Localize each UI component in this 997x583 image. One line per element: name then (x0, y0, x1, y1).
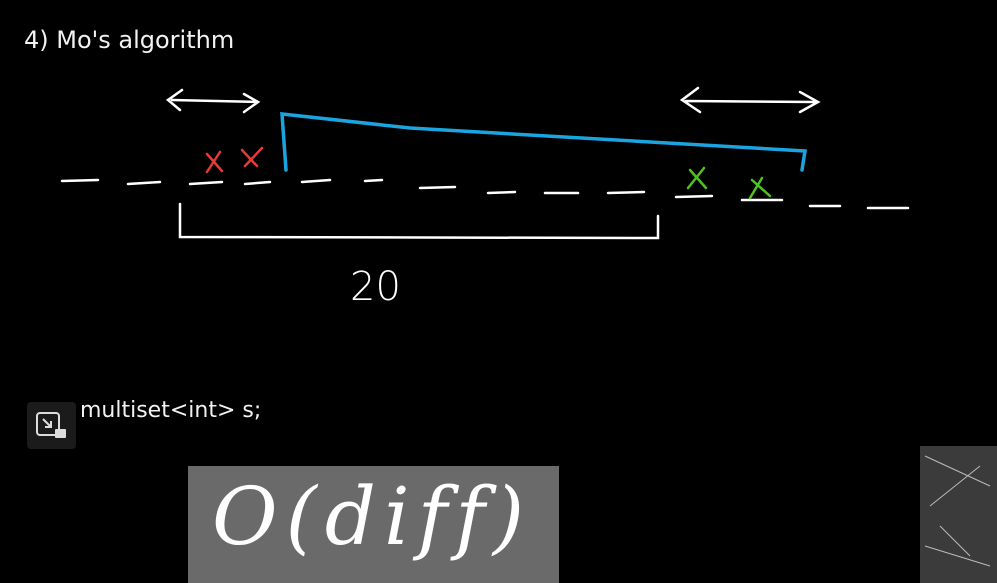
length-bracket (178, 202, 660, 240)
length-label: 20 (350, 264, 401, 310)
pip-icon (36, 412, 66, 438)
webcam-thumbnail (920, 446, 997, 583)
slide-title: 4) Mo's algorithm (24, 26, 235, 54)
complexity-text: O(diff) (212, 470, 533, 563)
complexity-overlay: O(diff) (188, 466, 559, 583)
picture-in-picture-button[interactable] (27, 402, 76, 449)
removed-marks (205, 146, 264, 174)
dash-line (60, 86, 910, 240)
left-arrow (165, 88, 261, 114)
code-line: multiset<int> s; (80, 398, 262, 423)
thumbnail-diagram (924, 455, 991, 567)
added-marks (686, 166, 772, 200)
range-bracket (280, 112, 808, 172)
right-arrow (679, 86, 821, 114)
